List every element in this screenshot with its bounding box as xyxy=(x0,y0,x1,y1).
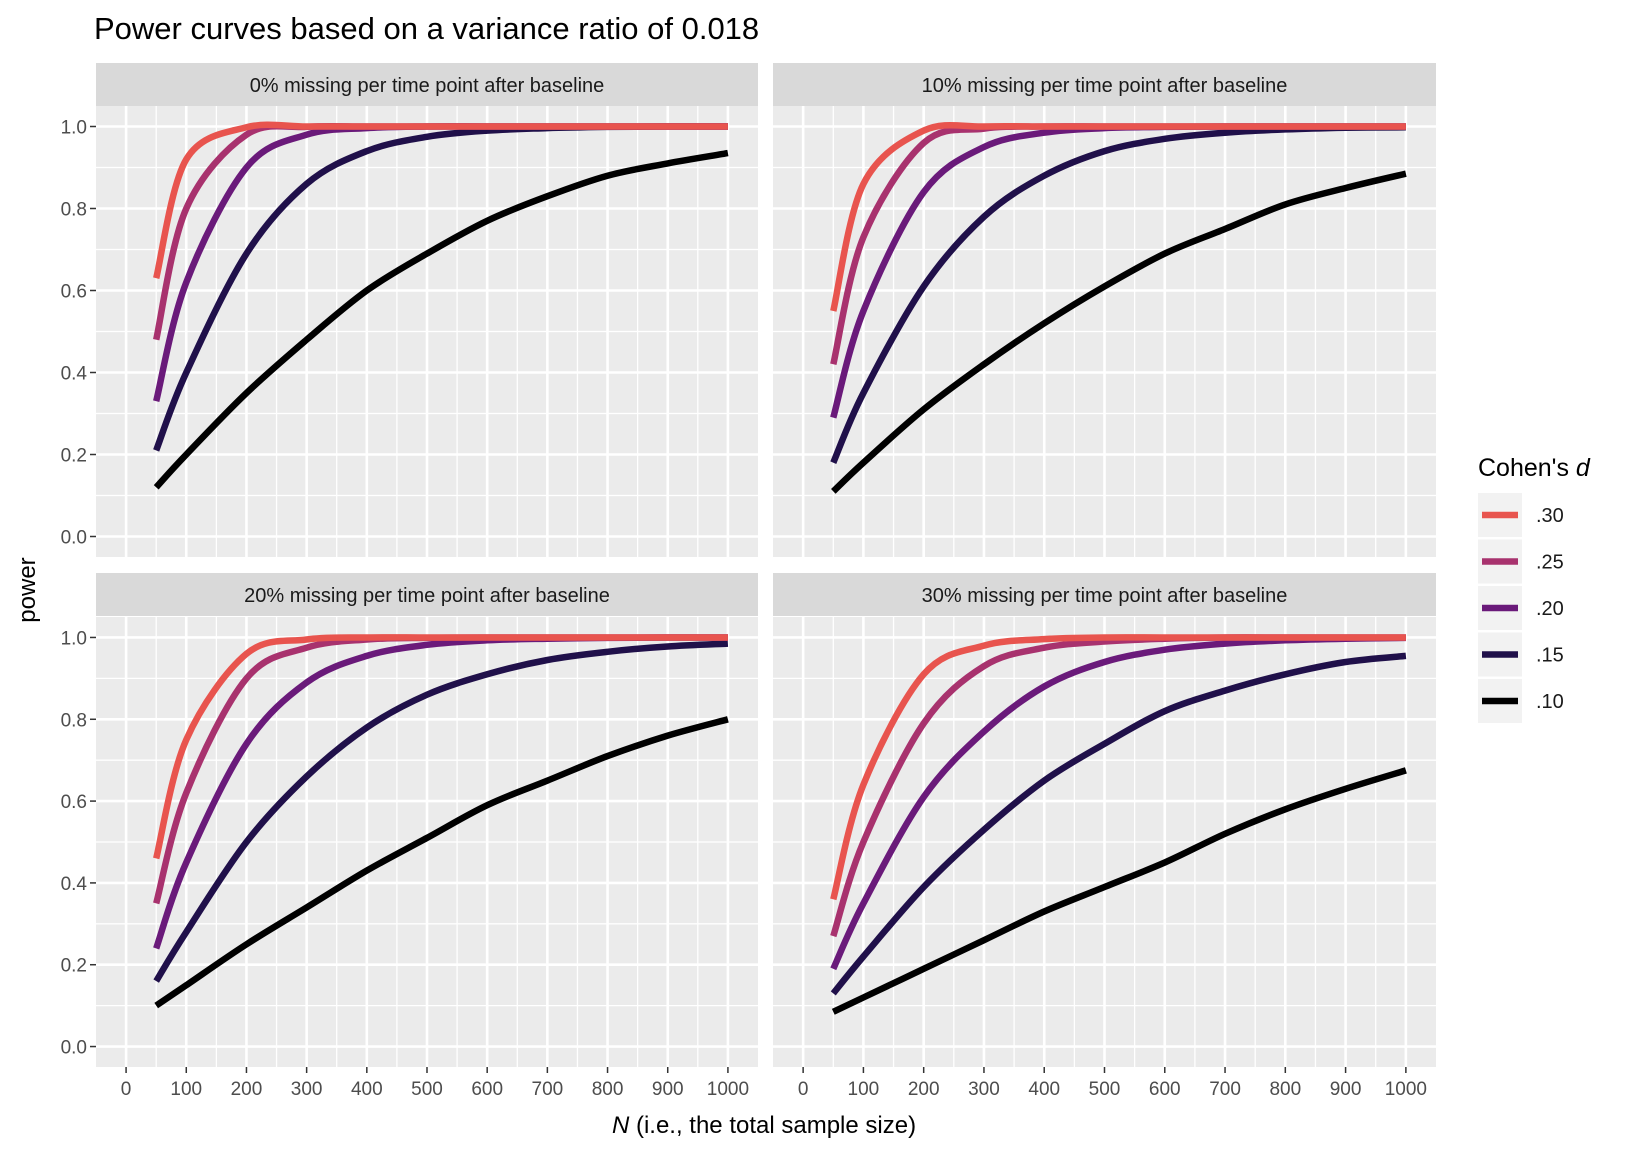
y-tick-label: 0.0 xyxy=(61,528,87,549)
facet-strip xyxy=(773,63,1436,106)
x-tick-label: 300 xyxy=(968,1079,1000,1100)
series-line-d15 xyxy=(830,652,1407,996)
legend-label: .15 xyxy=(1536,645,1564,667)
legend-label: .10 xyxy=(1536,691,1564,713)
y-axis-title: power xyxy=(14,557,41,622)
legend-title-italic: d xyxy=(1576,454,1591,482)
facet-panel-2: 10% missing per time point after baselin… xyxy=(773,63,1436,557)
legend: Cohen's d .30 .25 .20 .15 .10 xyxy=(1478,454,1591,723)
x-tick-label: 400 xyxy=(351,1079,383,1100)
y-tick-label: 0.2 xyxy=(61,446,87,467)
x-tick-label: 800 xyxy=(592,1079,624,1100)
series-line-d10 xyxy=(153,149,729,490)
y-tick-label: 1.0 xyxy=(61,628,87,649)
facet-panel-3: 20% missing per time point after baselin… xyxy=(61,573,758,1100)
facet-strip-label: 30% missing per time point after baselin… xyxy=(922,585,1288,607)
chart-title: Power curves based on a variance ratio o… xyxy=(94,11,759,46)
facet-strip-label: 0% missing per time point after baseline xyxy=(250,75,605,97)
facet-panel-1: 0% missing per time point after baseline… xyxy=(61,63,758,557)
series-line-d10 xyxy=(831,767,1407,1015)
y-tick-label: 0.8 xyxy=(61,710,87,731)
facet-strip xyxy=(773,573,1436,616)
x-tick-label: 300 xyxy=(291,1079,323,1100)
x-tick-label: 0 xyxy=(798,1079,809,1100)
facet-strip-label: 20% missing per time point after baselin… xyxy=(244,585,610,607)
x-tick-label: 400 xyxy=(1028,1079,1060,1100)
facet-strip-label: 10% missing per time point after baselin… xyxy=(922,75,1288,97)
x-tick-label: 1000 xyxy=(707,1079,749,1100)
y-tick-label: 0.0 xyxy=(61,1038,87,1059)
x-tick-label: 700 xyxy=(1209,1079,1241,1100)
series-line-d30 xyxy=(830,634,1406,901)
facet-strip xyxy=(96,573,758,616)
x-axis-title-rest: (i.e., the total sample size) xyxy=(629,1112,916,1139)
x-tick-label: 900 xyxy=(652,1079,684,1100)
series-line-d10 xyxy=(154,716,729,1009)
x-tick-label: 500 xyxy=(1089,1079,1121,1100)
x-tick-label: 500 xyxy=(411,1079,443,1100)
x-tick-label: 900 xyxy=(1330,1079,1362,1100)
y-tick-label: 0.6 xyxy=(61,792,87,813)
y-tick-label: 0.2 xyxy=(61,956,87,977)
x-tick-label: 600 xyxy=(1149,1079,1181,1100)
y-tick-label: 1.0 xyxy=(61,118,87,139)
y-tick-label: 0.4 xyxy=(61,364,88,385)
series-line-d10 xyxy=(831,170,1407,494)
x-tick-label: 100 xyxy=(848,1079,880,1100)
series-line-d15 xyxy=(153,640,729,983)
x-tick-label: 800 xyxy=(1269,1079,1301,1100)
series-line-d30 xyxy=(830,121,1406,312)
facet-panel-4: 30% missing per time point after baselin… xyxy=(773,573,1436,1100)
legend-label: .20 xyxy=(1536,598,1564,620)
legend-label: .25 xyxy=(1536,552,1564,574)
x-tick-label: 600 xyxy=(471,1079,503,1100)
y-tick-label: 0.6 xyxy=(61,282,87,303)
series-line-d30 xyxy=(153,634,728,860)
y-tick-label: 0.8 xyxy=(61,200,87,221)
x-tick-label: 100 xyxy=(170,1079,202,1100)
x-tick-label: 1000 xyxy=(1385,1079,1427,1100)
x-tick-label: 200 xyxy=(231,1079,263,1100)
series-line-d30 xyxy=(153,121,728,279)
x-axis-title-italic: N xyxy=(612,1112,630,1139)
facet-panels: 0% missing per time point after baseline… xyxy=(61,63,1436,1100)
legend-title-text: Cohen's xyxy=(1478,454,1576,482)
legend-title: Cohen's d xyxy=(1478,454,1591,482)
legend-label: .30 xyxy=(1536,505,1564,527)
x-tick-label: 200 xyxy=(908,1079,940,1100)
x-tick-label: 700 xyxy=(532,1079,564,1100)
facet-strip xyxy=(96,63,758,106)
x-axis-title: N (i.e., the total sample size) xyxy=(612,1112,916,1139)
x-tick-label: 0 xyxy=(121,1079,132,1100)
y-tick-label: 0.4 xyxy=(61,874,88,895)
